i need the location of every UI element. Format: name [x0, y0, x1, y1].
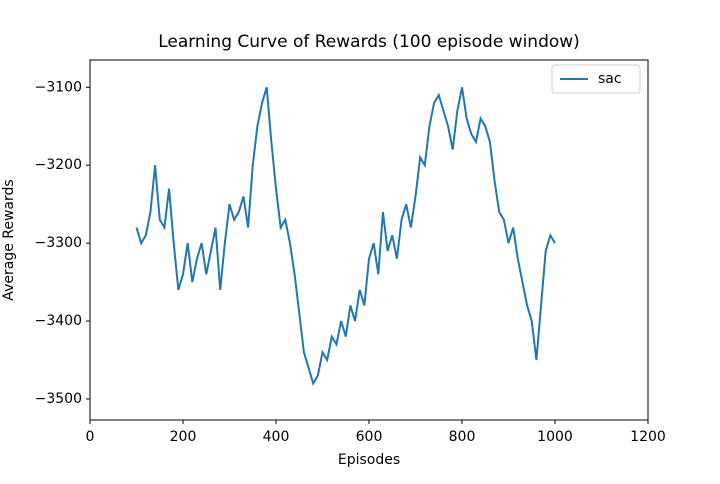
legend-box [551, 64, 641, 94]
x-tick-label: 600 [356, 429, 383, 445]
x-tick-label: 0 [86, 429, 95, 445]
y-tick-label: −3100 [35, 79, 82, 95]
chart-title: Learning Curve of Rewards (100 episode w… [158, 32, 580, 52]
y-axis-label: Average Rewards [1, 179, 17, 300]
y-tick-label: −3300 [35, 235, 82, 251]
x-tick-label: 800 [449, 429, 476, 445]
plot-frame [89, 59, 649, 421]
line-series [135, 86, 556, 386]
x-tick-label: 1000 [537, 429, 573, 445]
x-tick-label: 400 [263, 429, 290, 445]
legend-label: sac [598, 71, 622, 87]
y-tick-label: −3500 [35, 391, 82, 407]
x-tick-label: 1200 [630, 429, 666, 445]
y-tick-label: −3200 [35, 157, 82, 173]
x-tick-label: 200 [170, 429, 197, 445]
x-axis-label: Episodes [338, 452, 400, 468]
y-tick-label: −3400 [35, 313, 82, 329]
